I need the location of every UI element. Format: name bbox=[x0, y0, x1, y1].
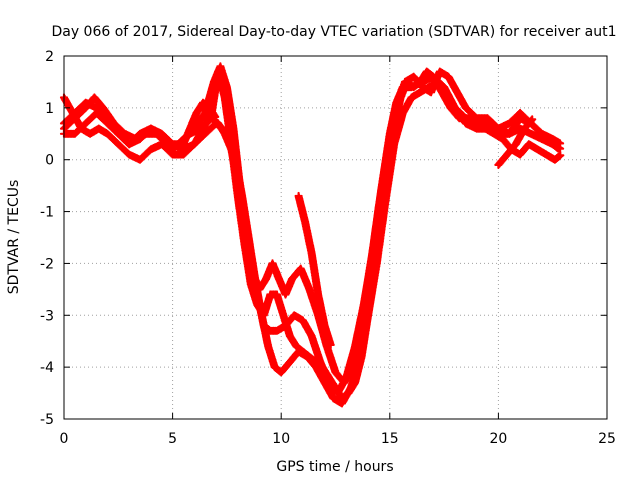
y-tick-label: -4 bbox=[40, 360, 54, 376]
y-tick-label: -1 bbox=[40, 205, 54, 221]
plot-frame bbox=[63, 55, 608, 420]
x-tick-label: 25 bbox=[598, 431, 616, 447]
series-track-7 bbox=[494, 115, 537, 169]
y-tick-label: 1 bbox=[45, 101, 54, 117]
x-tick-label: 0 bbox=[60, 431, 69, 447]
x-tick-label: 20 bbox=[489, 431, 507, 447]
axis-ticks: 0 5 10 15 20 25 -5 -4 -3 -2 -1 0 1 2 bbox=[40, 49, 616, 447]
chart-title: Day 066 of 2017, Sidereal Day-to-day VTE… bbox=[51, 24, 616, 40]
y-tick-label: -5 bbox=[40, 412, 54, 428]
x-tick-label: 10 bbox=[272, 431, 290, 447]
x-tick-label: 5 bbox=[168, 431, 177, 447]
x-axis-label: GPS time / hours bbox=[276, 459, 393, 475]
y-axis-label: SDTVAR / TECUs bbox=[6, 180, 22, 295]
y-tick-label: -2 bbox=[40, 256, 54, 272]
series-markers bbox=[294, 191, 335, 349]
series-markers bbox=[179, 98, 220, 149]
x-tick-label: 15 bbox=[381, 431, 399, 447]
series-markers bbox=[494, 115, 537, 169]
y-tick-label: 0 bbox=[45, 153, 54, 169]
y-tick-label: 2 bbox=[45, 49, 54, 65]
data-series bbox=[59, 62, 565, 408]
series-track-5 bbox=[179, 98, 220, 149]
series-track-6 bbox=[294, 191, 335, 349]
y-tick-label: -3 bbox=[40, 308, 54, 324]
